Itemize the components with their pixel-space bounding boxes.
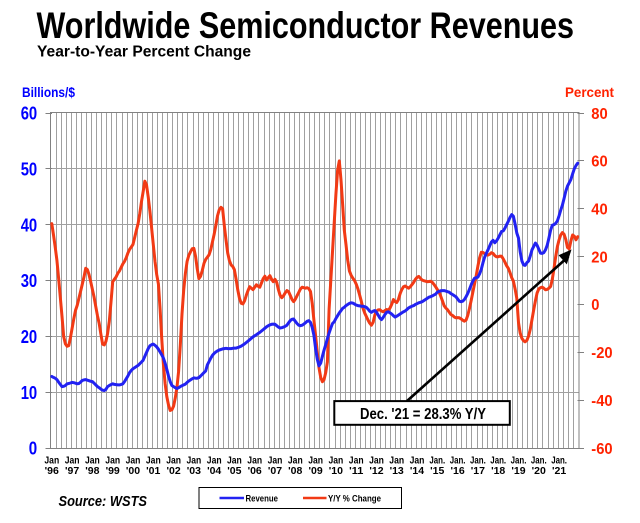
svg-text:Jan.: Jan.	[551, 456, 567, 467]
svg-text:'21: '21	[552, 466, 567, 477]
svg-text:'09: '09	[309, 466, 324, 477]
svg-text:Jan: Jan	[410, 456, 425, 467]
svg-text:Jan: Jan	[187, 456, 202, 467]
svg-text:-60: -60	[591, 441, 612, 458]
svg-text:'19: '19	[511, 466, 526, 477]
svg-text:60: 60	[21, 104, 38, 124]
svg-text:Jan: Jan	[166, 456, 181, 467]
svg-text:40: 40	[591, 202, 607, 219]
svg-text:'14: '14	[410, 466, 425, 477]
svg-text:'18: '18	[491, 466, 506, 477]
svg-text:-20: -20	[591, 345, 612, 362]
svg-text:Year-to-Year Percent Change: Year-to-Year Percent Change	[37, 44, 251, 61]
svg-text:'03: '03	[187, 466, 202, 477]
svg-text:30: 30	[21, 271, 38, 291]
svg-text:'08: '08	[288, 466, 303, 477]
svg-text:'13: '13	[390, 466, 405, 477]
svg-text:'04: '04	[207, 466, 222, 477]
svg-text:'01: '01	[146, 466, 161, 477]
svg-text:'12: '12	[369, 466, 384, 477]
svg-text:'02: '02	[167, 466, 182, 477]
svg-text:Percent: Percent	[565, 84, 614, 100]
svg-text:40: 40	[21, 215, 38, 235]
svg-text:Jan.: Jan.	[429, 456, 445, 467]
svg-text:Jan: Jan	[85, 456, 100, 467]
svg-text:Jan: Jan	[146, 456, 161, 467]
svg-text:Jan.: Jan.	[511, 456, 527, 467]
svg-text:'10: '10	[329, 466, 344, 477]
svg-text:20: 20	[21, 327, 38, 347]
svg-text:Y/Y % Change: Y/Y % Change	[328, 493, 381, 503]
svg-text:Jan: Jan	[247, 456, 262, 467]
svg-text:Jan.: Jan.	[470, 456, 486, 467]
svg-text:Jan.: Jan.	[450, 456, 466, 467]
svg-text:Jan: Jan	[44, 456, 59, 467]
svg-text:80: 80	[591, 106, 607, 123]
svg-text:'00: '00	[126, 466, 141, 477]
svg-text:Source: WSTS: Source: WSTS	[59, 494, 148, 510]
svg-text:Jan: Jan	[349, 456, 364, 467]
svg-text:0: 0	[29, 439, 37, 459]
svg-text:Jan: Jan	[207, 456, 222, 467]
svg-text:'98: '98	[85, 466, 100, 477]
svg-text:20: 20	[591, 249, 607, 266]
svg-text:50: 50	[21, 159, 38, 179]
svg-text:10: 10	[21, 383, 38, 403]
svg-text:Worldwide Semiconductor Revenu: Worldwide Semiconductor Revenues	[37, 5, 575, 46]
svg-text:Jan: Jan	[369, 456, 384, 467]
svg-text:Jan: Jan	[308, 456, 323, 467]
svg-text:'20: '20	[532, 466, 547, 477]
svg-text:Dec. '21 = 28.3% Y/Y: Dec. '21 = 28.3% Y/Y	[360, 406, 487, 423]
svg-text:Jan.: Jan.	[531, 456, 547, 467]
svg-text:Jan: Jan	[329, 456, 344, 467]
svg-text:60: 60	[591, 154, 607, 171]
svg-text:'17: '17	[471, 466, 486, 477]
svg-text:'06: '06	[248, 466, 263, 477]
svg-text:'99: '99	[106, 466, 121, 477]
svg-text:Jan: Jan	[288, 456, 303, 467]
svg-text:Jan: Jan	[268, 456, 283, 467]
svg-text:0: 0	[591, 297, 599, 314]
svg-text:Jan: Jan	[105, 456, 120, 467]
svg-text:Jan: Jan	[126, 456, 141, 467]
svg-text:'97: '97	[65, 466, 80, 477]
svg-text:Jan: Jan	[389, 456, 404, 467]
svg-text:'07: '07	[268, 466, 283, 477]
svg-text:Jan.: Jan.	[490, 456, 506, 467]
svg-text:Jan: Jan	[227, 456, 242, 467]
svg-text:Billions/$: Billions/$	[22, 84, 75, 100]
svg-text:'15: '15	[430, 466, 445, 477]
svg-text:Revenue: Revenue	[246, 493, 279, 503]
svg-text:-40: -40	[591, 393, 612, 410]
svg-text:'96: '96	[45, 466, 60, 477]
svg-text:'05: '05	[227, 466, 242, 477]
svg-text:'16: '16	[451, 466, 466, 477]
svg-text:Jan: Jan	[65, 456, 80, 467]
svg-text:'11: '11	[349, 466, 364, 477]
